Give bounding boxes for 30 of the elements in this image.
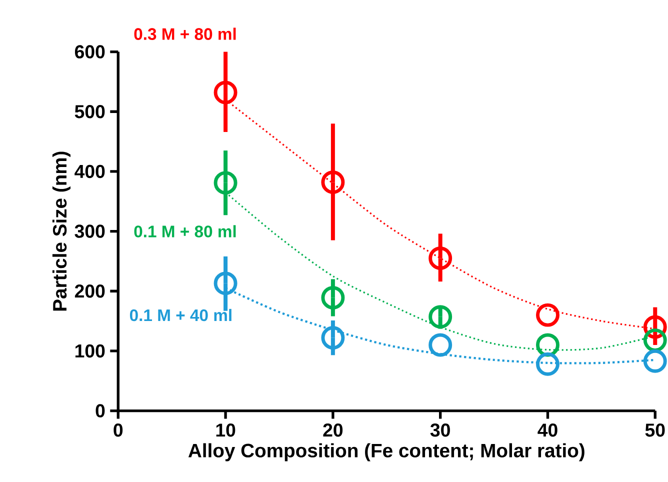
point [214,171,238,195]
x-tick-label: 30 [430,423,450,437]
text: 0.1 M + 80 ml [134,225,236,238]
point [214,80,238,104]
x-tick-label: 10 [216,423,236,437]
y-tick-label: 200 [74,284,105,298]
series-label: 0.1 M + 40 ml [130,308,232,322]
y-tick-label: 300 [74,224,105,238]
text: 0.3 M + 80 ml [134,28,236,40]
y-tick-label: 0 [96,404,105,418]
y-axis-title: Particle Size (nm) [52,152,70,311]
x-tick-label: 0 [114,423,123,437]
point [536,303,560,327]
point [214,272,238,296]
point [428,305,452,329]
point [428,333,452,357]
x-tick-label: 20 [323,423,343,437]
point [643,349,667,373]
x-axis-title: Alloy Composition (Fe content; Molar ratio) [188,443,584,462]
x-tick-label: 40 [538,423,558,437]
y-tick-label: 400 [74,164,105,178]
y-tick-label: 100 [75,344,105,358]
y-tick-label: 500 [74,105,105,118]
y-tick-label: 600 [74,45,105,58]
x-tick-label: 50 [645,423,665,437]
point [536,352,560,376]
point [321,286,345,310]
point [428,246,452,270]
point [321,326,345,350]
point [321,170,345,194]
